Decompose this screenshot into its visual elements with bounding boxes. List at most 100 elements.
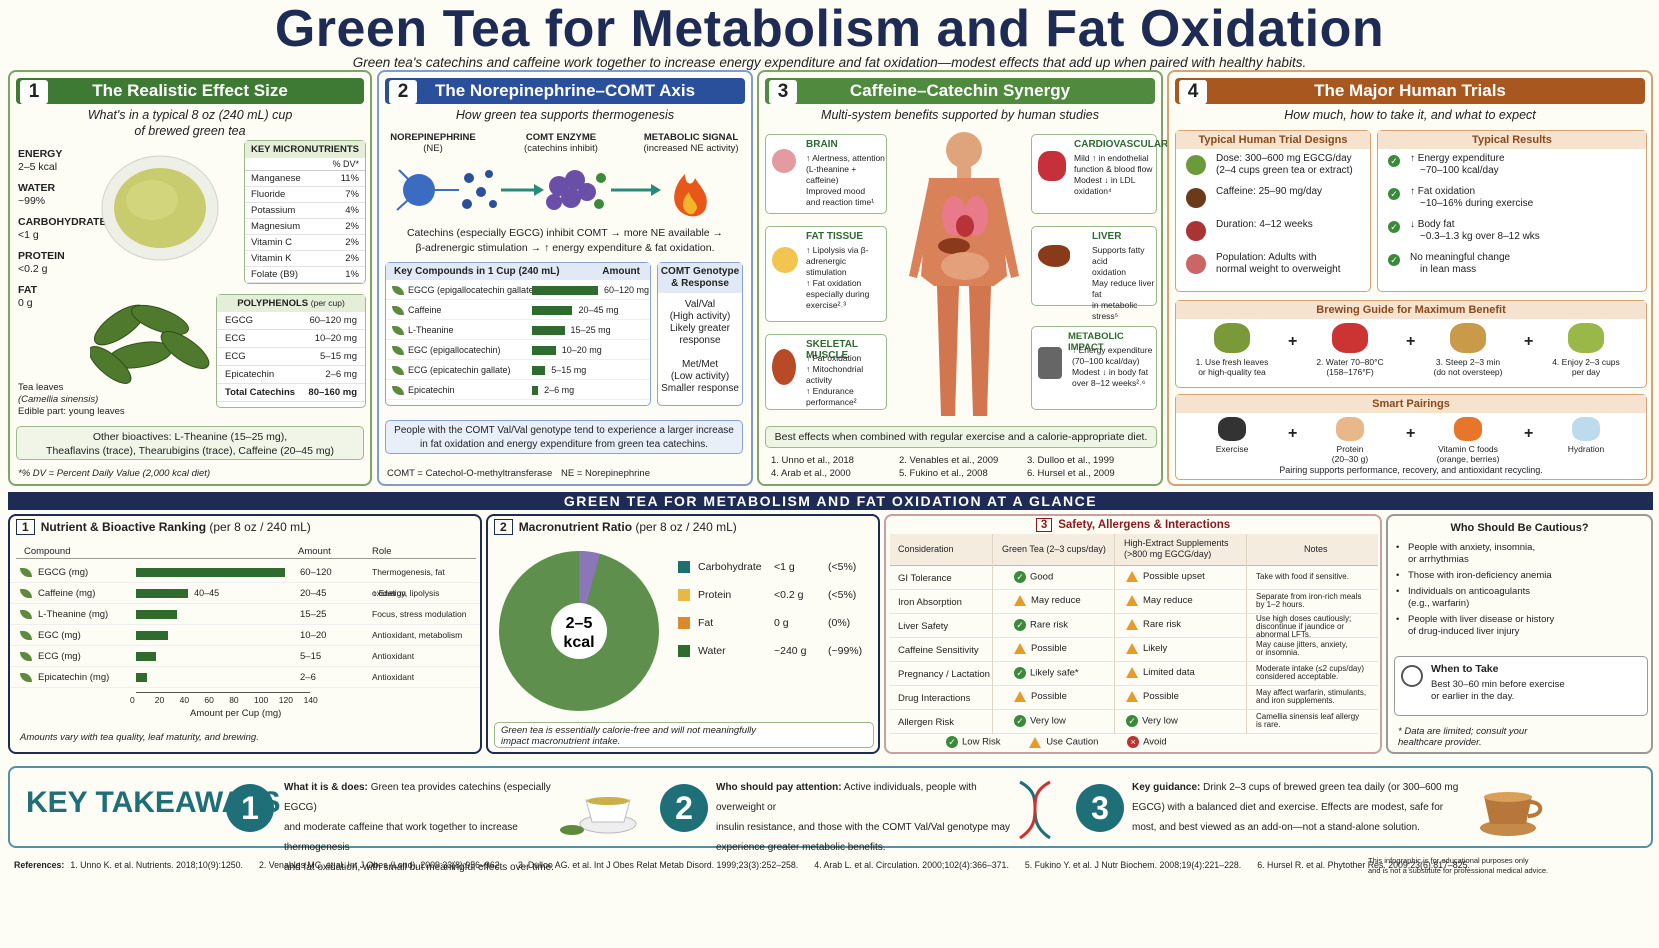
warning-icon	[1126, 571, 1138, 582]
takeaway-line: Green tea provides catechins (especially…	[284, 782, 551, 813]
tea-mug-icon	[1480, 792, 1543, 836]
legend-item: Water ~240 g (~99%)	[678, 644, 878, 672]
safety-legend: ✓ Low Risk Use Caution × Avoid	[946, 736, 1346, 748]
compound-name: L-Theanine	[408, 325, 454, 335]
leaf-icon	[20, 589, 32, 598]
green-tea-rating: Possible	[1031, 691, 1067, 703]
polyphenol-amount: 10–20 mg	[314, 333, 357, 344]
supplement-rating: Rare risk	[1143, 619, 1182, 631]
warning-icon	[1126, 595, 1138, 606]
ranking-row: L-Theanine (mg) 15–25 Focus, stress modula…	[10, 604, 480, 625]
benefit-line: in metabolic stress⁵	[1092, 300, 1138, 321]
micronutrient-dv: 7%	[345, 189, 359, 200]
reference-item: 3. Dulloo et al., 1999	[1027, 455, 1115, 466]
trial-design-row: Population: Adults with normal weight to …	[1176, 248, 1370, 281]
safety-row: Allergen Risk ✓ Very low ✓ Very low Camellia …	[890, 710, 1378, 734]
human-body-illustration	[909, 132, 1019, 416]
polyphenol-amount: 60–120 mg	[309, 315, 357, 326]
ranking-compound: EGC (mg)	[38, 630, 81, 641]
abbr-ne: NE = Norepinephrine	[561, 468, 650, 479]
trial-result-text: No meaningful change	[1410, 252, 1511, 263]
supplement-rating: Likely	[1143, 643, 1168, 655]
takeaway-line: insulin resistance, and those with the C…	[716, 822, 1011, 833]
panel-title: Caffeine–Catechin Synergy	[849, 81, 1071, 100]
micronutrient-row: Magnesium 2%	[245, 219, 365, 235]
reference: 6. Hursel R. et al. Phytother Res. 2009;…	[1257, 860, 1470, 870]
note-line: or insomnia.	[1256, 648, 1300, 657]
brew-step: 4. Enjoy 2–3 cups per day	[1538, 321, 1634, 377]
trial-result-text: ↑ Fat oxidation	[1410, 186, 1476, 197]
brew-step: 3. Steep 2–3 min (do not oversteep)	[1420, 321, 1516, 377]
note-line: Separate from iron-rich meals	[1256, 592, 1362, 601]
leaf-icon	[392, 366, 404, 375]
takeaway-line: EGCG) with a balanced diet and exercise.…	[1132, 802, 1444, 813]
trial-designs: Typical Human Trial Designs Dose: 300–60…	[1175, 130, 1371, 292]
coffee-bean-icon	[1186, 188, 1206, 208]
axis-tick: 100	[254, 695, 269, 705]
takeaway-line: most, and best viewed as an add-on—not a…	[1132, 822, 1420, 833]
leaf-icon	[392, 386, 404, 395]
tea-cup-illustration	[90, 155, 219, 384]
ranking-bar-label: 40–45	[194, 588, 220, 598]
trial-result-text: ~70–100 kcal/day	[1420, 165, 1499, 176]
polyphenol-row: ECG 5–15 mg	[217, 348, 365, 366]
check-icon: ✓	[1388, 221, 1400, 233]
leaf-icon	[392, 326, 404, 335]
pairing-text: Exercise	[1215, 444, 1249, 454]
benefit-line: Improved mood	[806, 186, 866, 196]
comt-pathway-diagram	[396, 169, 707, 217]
benefit-line: ↑ Lipolysis via β-adrenergic	[806, 245, 869, 266]
leaf-icon	[20, 568, 32, 577]
plus-icon: +	[1288, 333, 1298, 350]
benefit-line: ↑ Endurance performance²	[806, 386, 857, 407]
svg-text:2–5: 2–5	[566, 615, 593, 632]
note-line: is rare.	[1256, 720, 1281, 729]
bullet-icon: •	[1396, 614, 1400, 625]
note-line: by 1–2 hours.	[1256, 600, 1305, 609]
reference: 1. Unno K. et al. Nutrients. 2018;10(9):…	[70, 860, 243, 870]
calendar-icon	[1186, 221, 1206, 241]
axis-tick: 140	[303, 695, 318, 705]
ranking-amount: 15–25	[300, 609, 327, 620]
legend-swatch	[678, 645, 690, 657]
polyphenol-name: Epicatechin	[225, 369, 275, 380]
consideration: Pregnancy / Lactation	[898, 669, 990, 680]
panel-header: 3 Caffeine–Catechin Synergy	[765, 78, 1155, 104]
pairing-text: (20–30 g)	[1331, 454, 1369, 464]
brew-text: or high-quality tea	[1198, 367, 1266, 377]
takeaway-1: What it is & does: Green tea provides ca…	[284, 782, 554, 873]
trial-result-row: ✓ ↑ Energy expenditure ~70–100 kcal/day	[1378, 149, 1646, 182]
compound-amount: 20–45 mg	[578, 305, 619, 315]
benefit-line: function & blood flow	[1074, 164, 1153, 174]
polyphenol-row: Total Catechins 80–160 mg	[217, 384, 365, 402]
green-tea-rating: Rare risk	[1030, 619, 1069, 631]
legend-name: Water	[698, 645, 726, 657]
legend-amount: <1 g	[774, 561, 795, 573]
pairing-text: Hydration	[1567, 444, 1605, 454]
header-cell: Green Tea (2–3 cups/day)	[1002, 544, 1106, 554]
note-line: considered acceptable.	[1256, 672, 1339, 681]
leaf-icon	[392, 346, 404, 355]
ranking-bar	[136, 673, 148, 682]
takeaway-2: Who should pay attention: Active individ…	[716, 782, 1011, 853]
macro-note: Green tea is essentially calorie-free an…	[494, 722, 874, 748]
benefit-line: (L-theanine + caffeine)	[806, 164, 857, 185]
caution-text: Those with iron-deficiency anemia	[1408, 570, 1552, 581]
macro-pie-chart: 2–5 kcal	[499, 551, 659, 711]
panel-title: The Realistic Effect Size	[92, 81, 288, 100]
polyphenol-row: ECG 10–20 mg	[217, 330, 365, 348]
micronutrients-table: KEY MICRONUTRIENTS % DV* Manganese 11% Flu…	[244, 140, 366, 284]
micronutrient-name: Potassium	[251, 205, 296, 216]
micronutrient-row: Folate (B9) 1%	[245, 267, 365, 283]
warning-icon	[1126, 691, 1138, 702]
legend-item: Carbohydrate <1 g (<5%)	[678, 560, 878, 588]
micronutrient-row: Vitamin C 2%	[245, 235, 365, 251]
teapot-icon	[1214, 323, 1250, 353]
green-tea-rating: Possible	[1031, 643, 1067, 655]
supplement-rating: Possible	[1143, 691, 1179, 703]
trial-result-row: ✓ ↓ Body fat ~0.3–1.3 kg over 8–12 wks	[1378, 215, 1646, 248]
supplement-rating: May reduce	[1143, 595, 1193, 607]
legend-swatch	[678, 589, 690, 601]
leaves-caption: Tea leaves (Camellia sinensis) Edible part…	[18, 382, 125, 417]
water-glass-icon	[1572, 417, 1600, 441]
